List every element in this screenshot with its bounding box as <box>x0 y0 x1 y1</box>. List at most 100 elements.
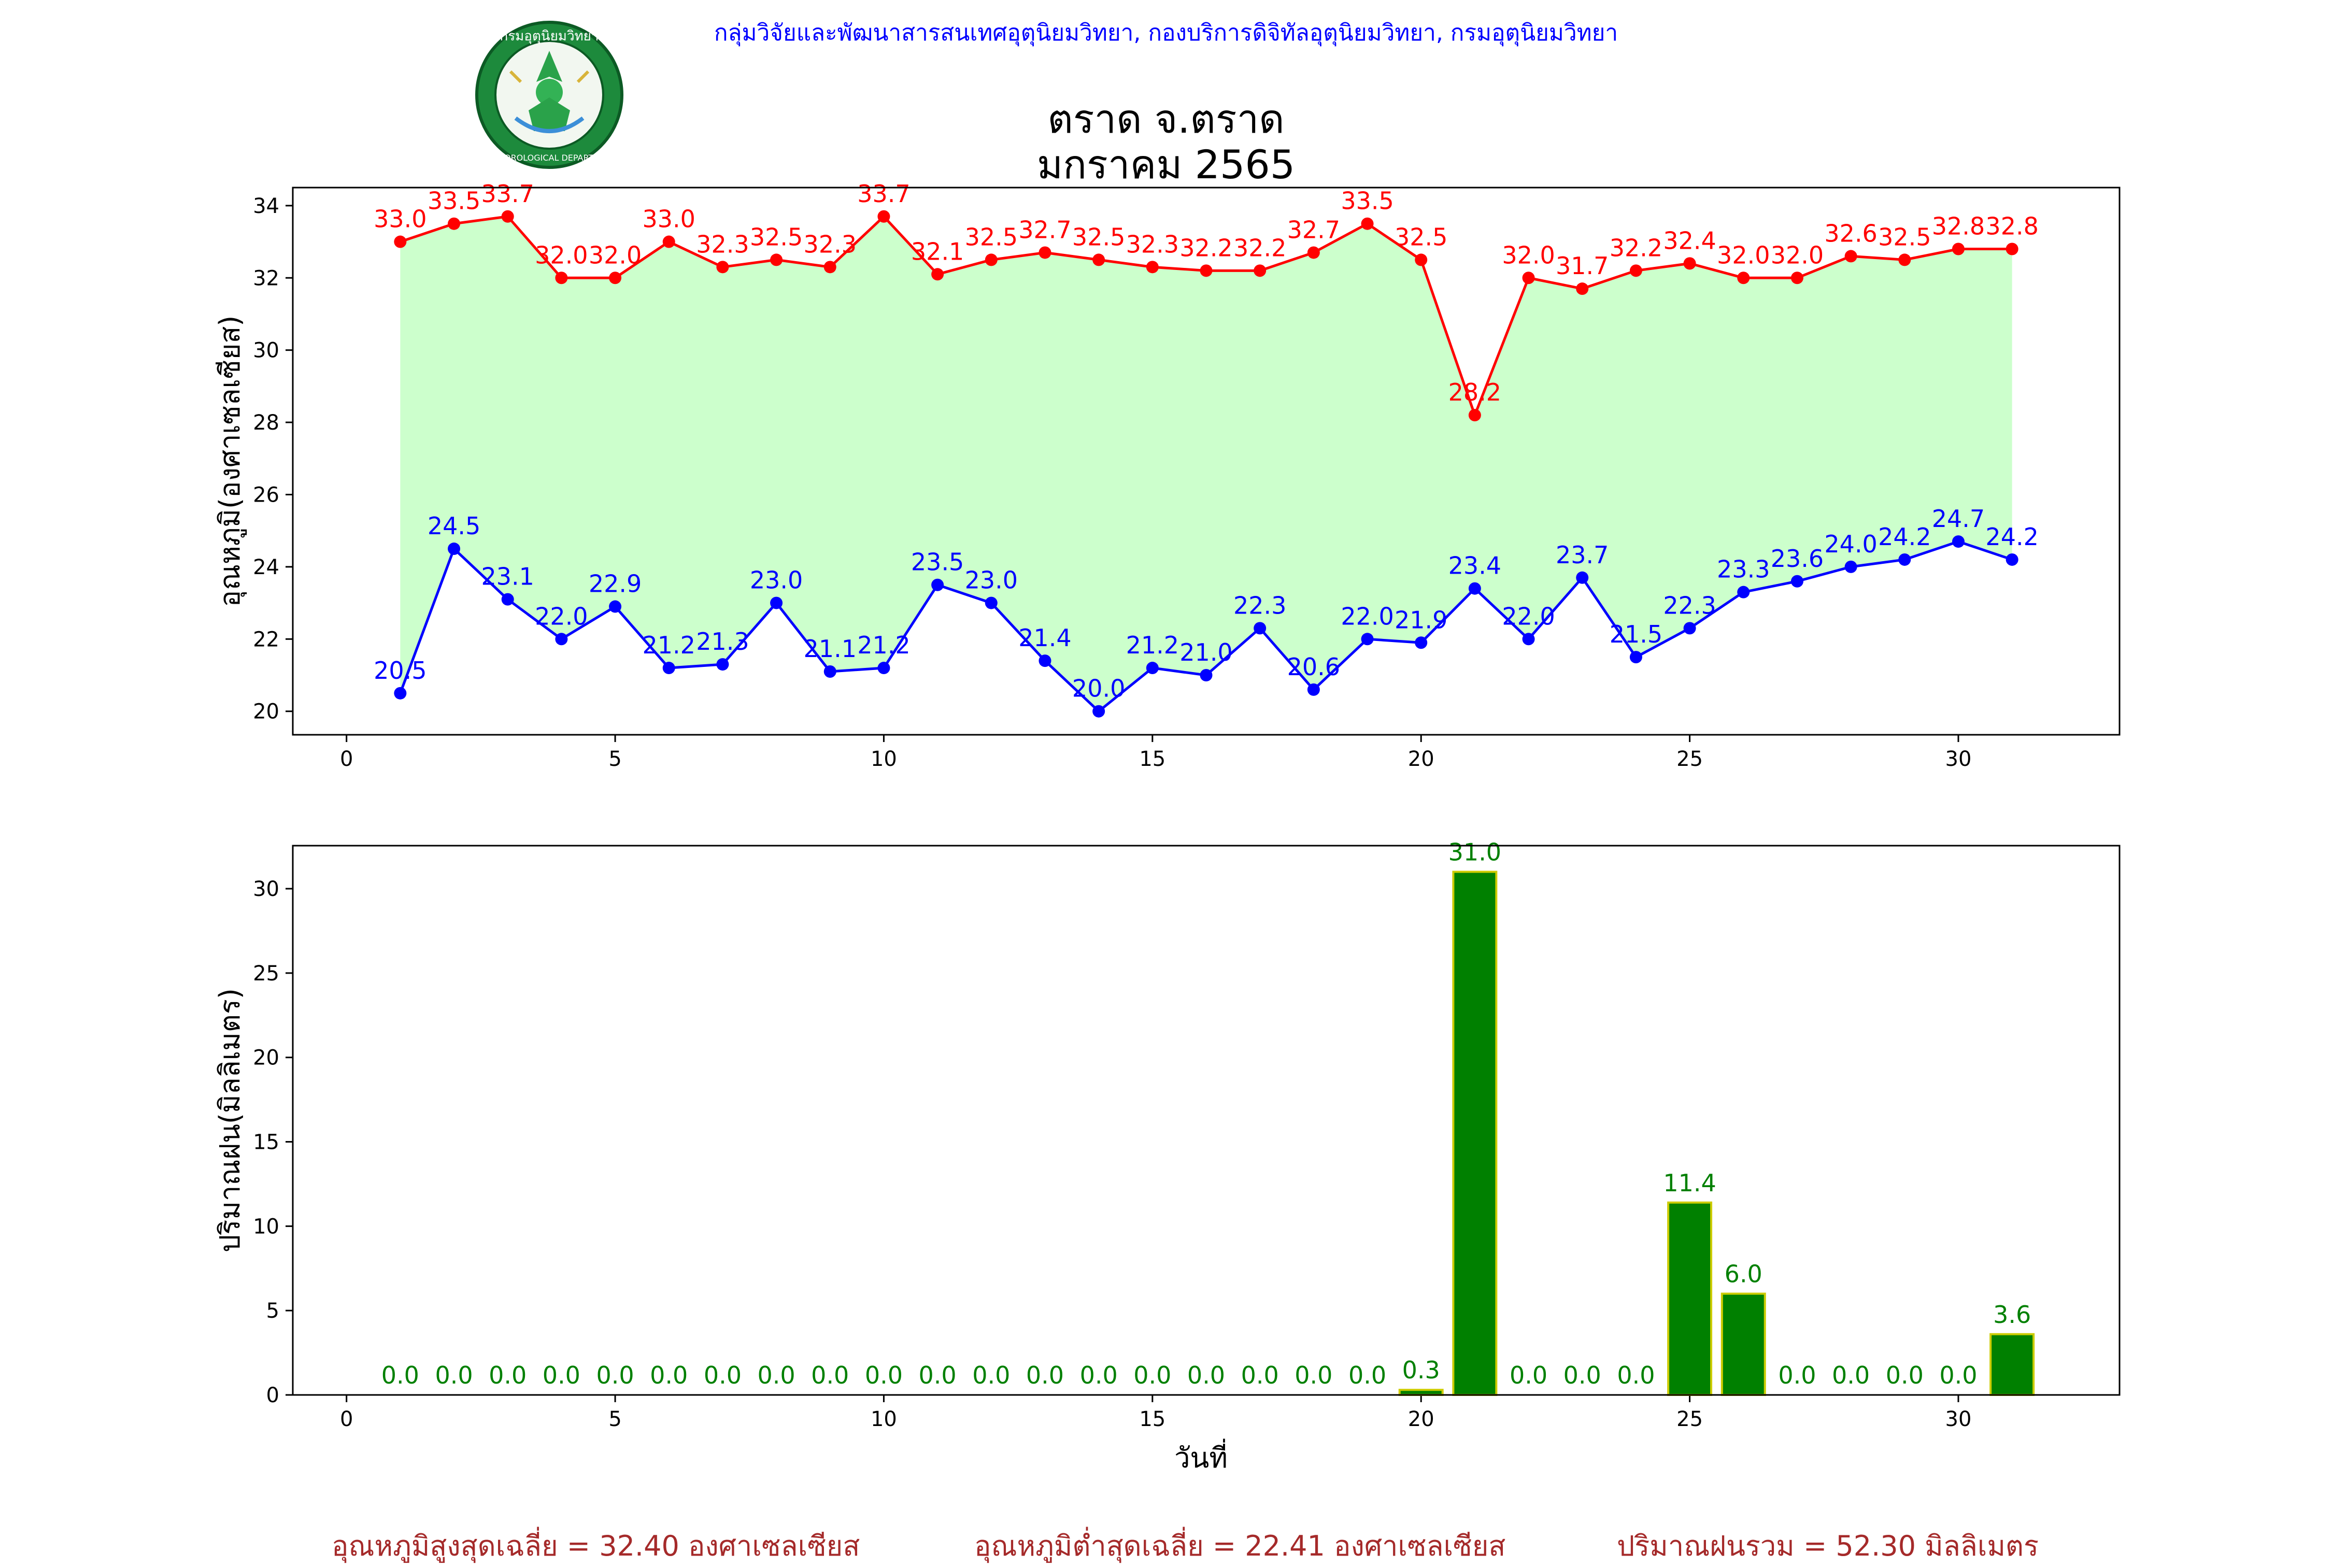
logo-top-text: กรมอุตุนิยมวิทยา <box>500 28 599 44</box>
temp-min-point <box>501 593 514 606</box>
temp-min-label: 22.0 <box>1502 602 1555 630</box>
rain-bar-label: 0.0 <box>1886 1361 1924 1389</box>
temp-min-point <box>448 543 461 555</box>
temp-min-label: 21.0 <box>1179 638 1232 666</box>
temp-max-label: 32.5 <box>1878 223 1931 251</box>
rain-x-tick-label: 25 <box>1676 1407 1703 1431</box>
rain-x-tick-label: 30 <box>1945 1407 1972 1431</box>
temp-min-point <box>1039 654 1051 667</box>
rain-bar-label: 0.3 <box>1402 1356 1440 1384</box>
footer-total-rain: ปริมาณฝนรวม = 52.30 มิลลิเมตร <box>1617 1530 2039 1562</box>
rain-bar-label: 0.0 <box>1187 1361 1225 1389</box>
temp-max-point <box>1146 261 1159 274</box>
temp-min-label: 22.3 <box>1233 591 1286 619</box>
temp-min-point <box>877 662 890 675</box>
temp-min-label: 21.2 <box>857 631 910 659</box>
temp-max-point <box>662 235 675 248</box>
rain-bar-label: 0.0 <box>489 1361 527 1389</box>
rain-bar-label: 0.0 <box>650 1361 688 1389</box>
temp-max-point <box>1898 253 1911 266</box>
temp-min-label: 21.5 <box>1610 620 1662 648</box>
temp-min-label: 24.2 <box>1985 523 2038 551</box>
temp-max-label: 32.0 <box>1717 241 1770 269</box>
temp-min-point <box>823 665 836 678</box>
temp-min-label: 21.4 <box>1018 624 1071 652</box>
temp-max-label: 32.0 <box>1502 241 1555 269</box>
temp-max-point <box>1790 272 1803 284</box>
temp-min-point <box>1146 662 1159 675</box>
temp-max-point <box>1522 272 1535 284</box>
rain-x-tick-label: 5 <box>608 1407 621 1431</box>
rain-x-tick-label: 10 <box>871 1407 897 1431</box>
temp-y-axis-label: อุณหภูมิ(องศาเซลเซียส) <box>214 316 247 607</box>
temp-max-point <box>1254 264 1267 277</box>
temp-max-point <box>1039 246 1051 259</box>
temp-min-point <box>1790 575 1803 588</box>
temp-x-tick-label: 20 <box>1408 747 1434 771</box>
temp-max-point <box>1092 253 1105 266</box>
temp-min-point <box>555 633 568 646</box>
temp-min-point <box>1361 633 1374 646</box>
logo-bottom-text: METEOROLOGICAL DEPARTMENT <box>481 153 617 163</box>
rain-y-tick-label: 20 <box>253 1046 279 1070</box>
chart-title-station: ตราด จ.ตราด <box>1047 96 1285 142</box>
rain-bar-label: 0.0 <box>1617 1361 1655 1389</box>
rain-bar-label: 0.0 <box>1295 1361 1332 1389</box>
temp-max-point <box>1415 253 1428 266</box>
temp-min-label: 22.0 <box>535 602 588 630</box>
temp-min-label: 24.5 <box>428 512 480 540</box>
temp-max-point <box>2006 243 2018 255</box>
chart-title-month: มกราคม 2565 <box>1036 141 1296 188</box>
temp-min-point <box>985 596 998 609</box>
temp-max-point <box>1307 246 1320 259</box>
temp-max-point <box>1200 264 1213 277</box>
temp-max-label: 33.0 <box>374 205 426 233</box>
temp-max-point <box>985 253 998 266</box>
rain-y-axis-label: ปริมาณฝน(มิลลิเมตร) <box>214 988 246 1252</box>
temp-max-label: 32.2 <box>1233 234 1286 262</box>
temp-min-label: 23.3 <box>1717 555 1770 583</box>
rain-bar-label: 0.0 <box>435 1361 473 1389</box>
temp-max-label: 32.8 <box>1932 212 1985 240</box>
temp-max-point <box>770 253 783 266</box>
header-org-text: กลุ่มวิจัยและพัฒนาสารสนเทศอุตุนิยมวิทยา,… <box>714 20 1618 46</box>
temp-max-label: 32.0 <box>589 241 642 269</box>
temp-max-label: 32.7 <box>1287 216 1340 244</box>
rain-bar-label: 0.0 <box>704 1361 742 1389</box>
rain-x-axis-label: วันที่ <box>1174 1438 1228 1474</box>
temp-max-point <box>1468 409 1481 422</box>
rain-y-tick-label: 0 <box>266 1384 279 1407</box>
temp-min-point <box>1092 705 1105 718</box>
rain-y-tick-label: 15 <box>253 1131 279 1154</box>
temp-min-label: 20.0 <box>1072 675 1125 703</box>
temp-min-label: 24.0 <box>1824 530 1877 558</box>
temp-max-label: 32.0 <box>1771 241 1824 269</box>
rain-bar-label: 0.0 <box>972 1361 1010 1389</box>
temp-max-label: 33.7 <box>857 180 910 208</box>
rain-bar-label: 0.0 <box>1563 1361 1601 1389</box>
temp-min-point <box>1629 651 1642 664</box>
temp-min-label: 24.2 <box>1878 523 1931 551</box>
rain-bar-label: 0.0 <box>1348 1361 1386 1389</box>
temp-min-point <box>1307 683 1320 696</box>
temp-y-tick-label: 24 <box>253 555 279 579</box>
rain-bar-label: 0.0 <box>381 1361 419 1389</box>
rain-y-tick-label: 30 <box>253 877 279 901</box>
temp-max-label: 32.2 <box>1179 234 1232 262</box>
temp-min-label: 23.5 <box>911 548 964 576</box>
temp-y-tick-label: 20 <box>253 700 279 724</box>
temp-min-label: 21.2 <box>643 631 695 659</box>
rain-bar <box>1720 1292 1766 1396</box>
temp-y-tick-label: 22 <box>253 628 279 651</box>
temp-max-point <box>931 268 944 281</box>
temp-max-point <box>609 272 622 284</box>
temp-min-label: 21.9 <box>1395 606 1447 634</box>
temp-max-label: 32.4 <box>1663 226 1716 254</box>
rain-bar-label: 0.0 <box>596 1361 634 1389</box>
temp-x-tick-label: 0 <box>340 747 353 771</box>
rain-plot-frame <box>292 845 2121 1396</box>
rain-x-tick-label: 15 <box>1139 1407 1165 1431</box>
temp-max-point <box>1844 250 1857 263</box>
temp-max-label: 32.1 <box>911 237 964 265</box>
